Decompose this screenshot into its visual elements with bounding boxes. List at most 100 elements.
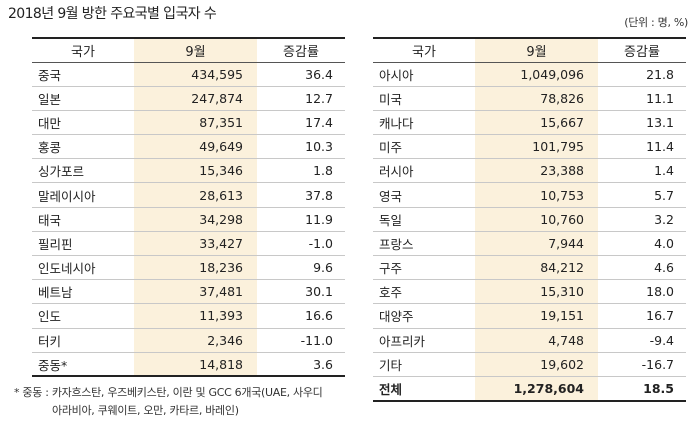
value-cell: 1,278,604: [475, 376, 598, 402]
rate-cell: -16.7: [598, 352, 686, 377]
country-cell: 태국: [32, 207, 134, 232]
value-cell: 434,595: [134, 62, 257, 87]
table-row: 호주 15,310 18.0: [373, 279, 686, 305]
country-cell: 필리핀: [32, 231, 134, 257]
rate-cell: 3.6: [257, 352, 345, 378]
table-row: 미주 101,795 11.4: [373, 134, 686, 160]
country-cell: 프랑스: [373, 231, 475, 257]
value-cell: 15,667: [475, 110, 598, 136]
country-cell: 아프리카: [373, 328, 475, 353]
value-cell: 84,212: [475, 255, 598, 281]
rate-cell: -1.0: [257, 231, 345, 257]
table-row: 태국 34,298 11.9: [32, 207, 345, 232]
value-cell: 101,795: [475, 134, 598, 160]
value-cell: 49,649: [134, 134, 257, 160]
country-cell: 호주: [373, 279, 475, 305]
table-row: 아시아 1,049,096 21.8: [373, 62, 686, 87]
rate-cell: 1.8: [257, 158, 345, 184]
header-month: 9월: [475, 37, 598, 63]
footnote-line-2: 아라비아, 쿠웨이트, 오만, 카타르, 바레인): [52, 404, 239, 417]
rate-cell: 16.7: [598, 303, 686, 329]
table-row: 아프리카 4,748 -9.4: [373, 328, 686, 353]
country-cell: 독일: [373, 207, 475, 232]
country-cell: 베트남: [32, 279, 134, 305]
table-row: 중동* 14,818 3.6: [32, 352, 345, 378]
rate-cell: 3.2: [598, 207, 686, 232]
value-cell: 247,874: [134, 86, 257, 111]
country-cell: 싱가포르: [32, 158, 134, 184]
value-cell: 19,602: [475, 352, 598, 377]
table-row: 일본 247,874 12.7: [32, 86, 345, 111]
table-row: 중국 434,595 36.4: [32, 62, 345, 87]
right-data-table: 국가 9월 증감률 아시아 1,049,096 21.8 미국 78,826 11.1 캐나…: [373, 37, 686, 402]
value-cell: 4,748: [475, 328, 598, 353]
header-rate: 증감률: [598, 37, 686, 63]
country-cell: 러시아: [373, 158, 475, 184]
rate-cell: 12.7: [257, 86, 345, 111]
rate-cell: 18.0: [598, 279, 686, 305]
table-row: 전체 1,278,604 18.5: [373, 376, 686, 402]
country-cell: 일본: [32, 86, 134, 111]
rate-cell: 4.6: [598, 255, 686, 281]
table-row: 대양주 19,151 16.7: [373, 303, 686, 329]
country-cell: 터키: [32, 328, 134, 353]
table-row: 인도네시아 18,236 9.6: [32, 255, 345, 281]
table-row: 프랑스 7,944 4.0: [373, 231, 686, 257]
footnote: * 중동 : 카자흐스탄, 우즈베키스탄, 이란 및 GCC 6개국(UAE, …: [14, 384, 359, 420]
rate-cell: 30.1: [257, 279, 345, 305]
rate-cell: 18.5: [598, 376, 686, 402]
table-row: 홍콩 49,649 10.3: [32, 134, 345, 160]
value-cell: 15,346: [134, 158, 257, 184]
table-row: 독일 10,760 3.2: [373, 207, 686, 232]
rate-cell: 10.3: [257, 134, 345, 160]
country-cell: 구주: [373, 255, 475, 281]
country-cell: 인도: [32, 303, 134, 329]
country-cell: 아시아: [373, 62, 475, 87]
value-cell: 15,310: [475, 279, 598, 305]
header-country: 국가: [32, 37, 134, 63]
country-cell: 중국: [32, 62, 134, 87]
rate-cell: 16.6: [257, 303, 345, 329]
table-row: 미국 78,826 11.1: [373, 86, 686, 111]
table-row: 터키 2,346 -11.0: [32, 328, 345, 353]
country-cell: 대만: [32, 110, 134, 136]
value-cell: 34,298: [134, 207, 257, 232]
unit-label: (단위 : 명, %): [624, 16, 688, 29]
country-cell: 중동*: [32, 352, 134, 378]
value-cell: 37,481: [134, 279, 257, 305]
table-row: 기타 19,602 -16.7: [373, 352, 686, 377]
value-cell: 11,393: [134, 303, 257, 329]
rate-cell: 36.4: [257, 62, 345, 87]
rate-cell: -9.4: [598, 328, 686, 353]
country-cell: 미주: [373, 134, 475, 160]
left-data-table: 국가 9월 증감률 중국 434,595 36.4 일본 247,874 12.7 대만 87…: [32, 37, 345, 378]
value-cell: 14,818: [134, 352, 257, 378]
rate-cell: 13.1: [598, 110, 686, 136]
value-cell: 23,388: [475, 158, 598, 184]
country-cell: 기타: [373, 352, 475, 377]
value-cell: 33,427: [134, 231, 257, 257]
rate-cell: 5.7: [598, 182, 686, 208]
country-cell: 전체: [373, 376, 475, 402]
table-row: 대만 87,351 17.4: [32, 110, 345, 136]
country-cell: 영국: [373, 182, 475, 208]
table-row: 러시아 23,388 1.4: [373, 158, 686, 184]
table-row: 캐나다 15,667 13.1: [373, 110, 686, 136]
table-row: 베트남 37,481 30.1: [32, 279, 345, 305]
page-title: 2018년 9월 방한 주요국별 입국자 수: [8, 6, 217, 22]
country-cell: 말레이시아: [32, 182, 134, 208]
value-cell: 19,151: [475, 303, 598, 329]
value-cell: 7,944: [475, 231, 598, 257]
table-header-row: 국가 9월 증감률: [373, 37, 686, 63]
table-row: 싱가포르 15,346 1.8: [32, 158, 345, 184]
value-cell: 10,760: [475, 207, 598, 232]
country-cell: 인도네시아: [32, 255, 134, 281]
rate-cell: 11.4: [598, 134, 686, 160]
rate-cell: 9.6: [257, 255, 345, 281]
header-country: 국가: [373, 37, 475, 63]
table-row: 인도 11,393 16.6: [32, 303, 345, 329]
value-cell: 2,346: [134, 328, 257, 353]
table-row: 말레이시아 28,613 37.8: [32, 182, 345, 208]
footnote-line-1: * 중동 : 카자흐스탄, 우즈베키스탄, 이란 및 GCC 6개국(UAE, …: [14, 386, 323, 399]
table-row: 구주 84,212 4.6: [373, 255, 686, 281]
